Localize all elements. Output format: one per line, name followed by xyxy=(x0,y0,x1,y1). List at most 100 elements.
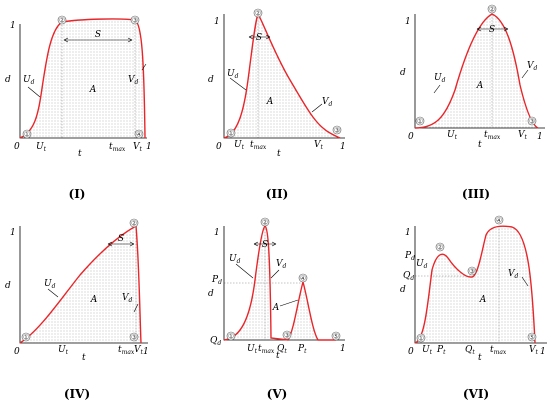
panel-2-point-2: ② xyxy=(255,10,261,18)
panel-4-x-tick-vt: Vt xyxy=(134,345,144,356)
panel-1-y-tick-1: 1 xyxy=(10,21,16,31)
panel-2-rate-ud: Ud xyxy=(227,69,239,80)
panel-4-region-label: A xyxy=(90,295,98,305)
panel-3: S A d t 1 Ud Vd 0 Ut tmax Vt 1 ① ② ③ (II… xyxy=(400,4,545,201)
panel-6-y-tick-1: 1 xyxy=(405,228,411,238)
panel-6-y-tick-pd: Pd xyxy=(404,251,415,262)
panel-5-y-tick-qd: Qd xyxy=(210,336,221,347)
panel-3-x-axis-label: t xyxy=(478,140,482,150)
panel-2-y-axis-label: d xyxy=(208,75,214,85)
panel-6-x-tick-ut: Ut xyxy=(422,345,433,356)
panel-6-point-5: ⑤ xyxy=(529,334,535,342)
panel-5-x-tick-tmax: tmax xyxy=(258,344,275,355)
panel-1-x-tick-ut: Ut xyxy=(36,142,47,153)
panel-5-region-label: A xyxy=(272,303,280,313)
panel-6-label: (VI) xyxy=(463,387,489,401)
panel-4-point-2: ② xyxy=(131,220,137,228)
panel-3-x-tick-vt: Vt xyxy=(518,130,528,141)
panel-3-rate-vd: Vd xyxy=(527,61,538,72)
panel-5-span-label: S xyxy=(262,240,268,250)
panel-6-rate-ud: Ud xyxy=(416,259,428,270)
panel-5-point-1: ① xyxy=(228,333,234,341)
panel-4-rate-vd: Vd xyxy=(122,293,133,304)
panel-6-x-tick-qt: Qt xyxy=(465,345,475,356)
panel-5-label: (V) xyxy=(267,387,288,401)
panel-3-y-tick-1: 1 xyxy=(405,17,411,27)
panel-1-label: (I) xyxy=(69,187,86,201)
panel-1-x-tick-1: 1 xyxy=(146,142,152,152)
panel-5-y-tick-1: 1 xyxy=(214,228,220,238)
panel-2-y-tick-1: 1 xyxy=(214,17,220,27)
panel-6-x-tick-tmax: tmax xyxy=(490,345,507,356)
panel-3-x-tick-1: 1 xyxy=(537,132,543,142)
panel-2-point-3: ③ xyxy=(334,127,340,135)
panel-1-point-4: ④ xyxy=(136,131,142,139)
panel-5-y-axis-label: d xyxy=(208,289,214,299)
panel-2-span-label: S xyxy=(256,33,262,43)
panel-5-curve xyxy=(223,225,336,341)
panel-1-region-label: A xyxy=(89,85,97,95)
panel-6-x-tick-pt: Pt xyxy=(436,345,446,356)
panel-1-y-axis-label: d xyxy=(5,75,11,85)
panel-6-x-tick-0: 0 xyxy=(408,347,414,357)
panel-2-point-1: ① xyxy=(228,130,234,138)
panel-1-point-3: ③ xyxy=(132,17,138,25)
panel-2-x-tick-tmax: tmax xyxy=(250,140,267,151)
panel-5: S A d t 1 Pd Qd Ud Vd Ut tmax Qt Pt 1 ① … xyxy=(208,217,346,401)
panel-5-point-2: ② xyxy=(262,219,268,227)
panel-4-rate-ud: Ud xyxy=(44,279,56,290)
panel-3-region-label: A xyxy=(476,81,484,91)
panel-4-point-3: ③ xyxy=(131,334,137,342)
panel-3-span-label: S xyxy=(489,25,495,35)
panel-4: S A d t 1 Ud Vd 0 Ut tmax Vt 1 ① ② ③ (IV… xyxy=(5,218,149,401)
panel-6: A d t 1 Pd Qd Ud Vd 0 Ut Pt Qt tmax Vt 1… xyxy=(400,215,547,401)
panel-2-x-axis-label: t xyxy=(277,149,281,159)
panel-1-rate-ud: Ud xyxy=(23,75,35,86)
panel-3-label: (III) xyxy=(462,187,490,201)
panel-5-x-tick-pt: Pt xyxy=(297,344,307,355)
panel-6-x-tick-1: 1 xyxy=(540,347,546,357)
panel-3-x-tick-ut: Ut xyxy=(447,130,458,141)
panel-1-curve xyxy=(19,18,146,139)
panel-5-rate-ud: Ud xyxy=(229,254,241,265)
panel-4-point-1: ① xyxy=(23,334,29,342)
panel-1-x-tick-0: 0 xyxy=(14,142,20,152)
panel-1-span-label: S xyxy=(95,30,101,40)
panel-2-label: (II) xyxy=(266,187,289,201)
panel-2-region-label: A xyxy=(266,97,274,107)
panel-6-point-3: ③ xyxy=(469,268,475,276)
panel-2: S A d t 1 Ud Vd 0 Ut tmax Vt 1 ① ② ③ (II… xyxy=(208,8,346,201)
panel-3-rate-ud: Ud xyxy=(434,73,446,84)
panel-4-label: (IV) xyxy=(64,387,90,401)
panel-6-point-1: ① xyxy=(418,335,424,343)
panel-4-x-tick-tmax: tmax xyxy=(118,345,135,356)
panel-1-point-1: ① xyxy=(24,131,30,139)
panel-2-rate-vd: Vd xyxy=(322,97,333,108)
panel-5-rate-vd: Vd xyxy=(276,259,287,270)
panel-4-y-axis-label: d xyxy=(5,281,11,291)
panel-6-rate-vd: Vd xyxy=(508,269,519,280)
panel-4-curve xyxy=(19,224,142,344)
panel-6-y-axis-label: d xyxy=(400,285,406,295)
panel-4-x-axis-label: t xyxy=(82,353,86,363)
panel-6-y-tick-qd: Qd xyxy=(403,271,414,282)
panel-6-region-label: A xyxy=(479,295,487,305)
panel-5-point-5: ⑤ xyxy=(333,333,339,341)
panel-6-x-axis-label: t xyxy=(478,353,482,363)
panel-5-x-tick-1: 1 xyxy=(340,344,346,354)
panel-5-point-3: ③ xyxy=(284,332,290,340)
panel-5-x-tick-ut: Ut xyxy=(247,344,258,355)
panel-2-x-tick-0: 0 xyxy=(216,142,222,152)
panel-1-x-tick-tmax: tmax xyxy=(109,142,126,153)
panel-2-x-tick-1: 1 xyxy=(340,142,346,152)
panel-4-y-tick-1: 1 xyxy=(10,228,16,238)
panel-5-y-tick-pd: Pd xyxy=(211,275,222,286)
panel-3-point-3: ③ xyxy=(529,118,535,126)
panel-5-point-4: ④ xyxy=(300,275,306,283)
panel-4-span-label: S xyxy=(118,234,124,244)
panel-6-point-2: ② xyxy=(437,244,443,252)
panel-3-x-tick-0: 0 xyxy=(408,132,414,142)
panel-1-rate-vd: Vd xyxy=(128,75,139,86)
panel-3-y-axis-label: d xyxy=(400,68,406,78)
